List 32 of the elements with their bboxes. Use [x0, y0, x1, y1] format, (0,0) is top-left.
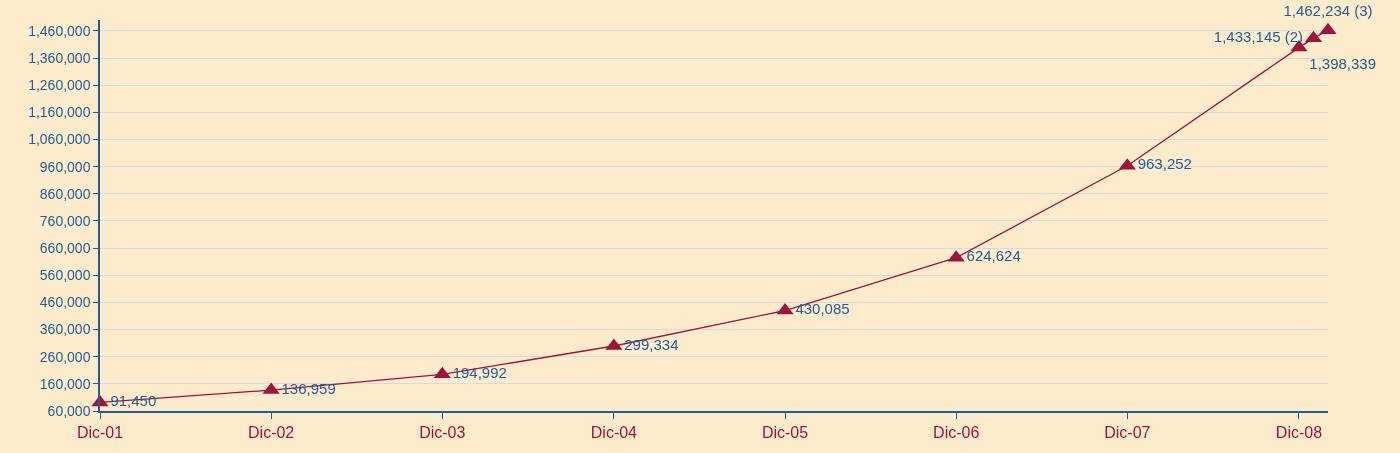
y-tick-label: 60,000 — [47, 402, 91, 419]
data-label: 1,462,234 (3) — [1283, 2, 1373, 20]
x-tick-label: Dic-07 — [1104, 423, 1151, 441]
y-tick-label: 660,000 — [39, 239, 91, 256]
data-label: 1,398,339 — [1309, 55, 1377, 73]
y-tick-label: 160,000 — [39, 375, 91, 392]
y-tick-label: 1,060,000 — [28, 131, 91, 148]
y-tick-label: 760,000 — [39, 212, 91, 229]
y-tick-label: 460,000 — [39, 294, 91, 311]
x-tick-label: Dic-08 — [1275, 423, 1323, 441]
y-tick-label: 360,000 — [39, 321, 91, 338]
point — [433, 366, 451, 379]
y-tick-label: 1,460,000 — [28, 22, 91, 39]
x-tick-label: Dic-02 — [248, 423, 295, 441]
y-tick-label: 1,260,000 — [28, 77, 91, 94]
x-tick-label: Dic-01 — [76, 423, 124, 441]
y-tick-label: 1,360,000 — [28, 49, 91, 66]
data-label: 1,433,145 (2) — [1213, 27, 1304, 45]
y-tick-label: 860,000 — [39, 185, 91, 202]
x-tick-label: Dic-06 — [933, 423, 980, 441]
y-tick-label: 960,000 — [39, 158, 91, 175]
data-label: 624,624 — [966, 247, 1021, 265]
y-tick-label: 560,000 — [39, 267, 91, 284]
x-tick-label: Dic-03 — [419, 423, 466, 441]
x-tick-label: Dic-04 — [590, 423, 638, 441]
data-label: 963,252 — [1137, 155, 1192, 173]
y-tick-label: 260,000 — [39, 348, 91, 365]
data-label: 299,334 — [624, 335, 679, 353]
y-tick-label: 1,160,000 — [28, 104, 91, 121]
data-label: 430,085 — [795, 300, 850, 318]
x-tick-label: Dic-05 — [761, 423, 809, 441]
data-label: 194,992 — [452, 364, 507, 382]
